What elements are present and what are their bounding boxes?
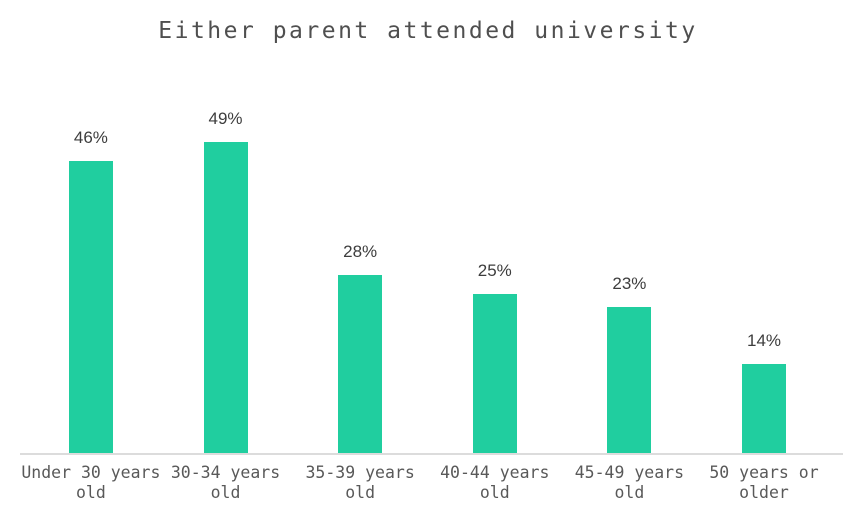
bar-value-label: 14% bbox=[746, 331, 782, 350]
x-axis-tick-label: 40-44 years old bbox=[440, 463, 550, 502]
bar bbox=[338, 275, 383, 453]
x-axis-tick-label: 30-34 years old bbox=[170, 463, 281, 502]
x-axis-tick-label: 50 years or older bbox=[709, 463, 819, 502]
bar-value-label: 25% bbox=[477, 261, 512, 280]
bar bbox=[742, 364, 786, 453]
x-axis-line bbox=[20, 453, 843, 455]
bar-value-label: 49% bbox=[208, 109, 243, 128]
x-axis-tick-label: Under 30 years old bbox=[21, 463, 161, 502]
bar bbox=[472, 294, 517, 453]
bar bbox=[68, 161, 113, 453]
bar-value-label: 46% bbox=[73, 128, 108, 147]
bar bbox=[607, 307, 652, 453]
x-axis-tick-label: 35-39 years old bbox=[305, 463, 415, 502]
bar-value-label: 28% bbox=[343, 242, 378, 261]
bar bbox=[203, 142, 248, 453]
bar-value-label: 23% bbox=[612, 274, 647, 293]
chart-title: Either parent attended university bbox=[158, 18, 698, 44]
x-axis-tick-label: 45-49 years old bbox=[574, 463, 685, 502]
